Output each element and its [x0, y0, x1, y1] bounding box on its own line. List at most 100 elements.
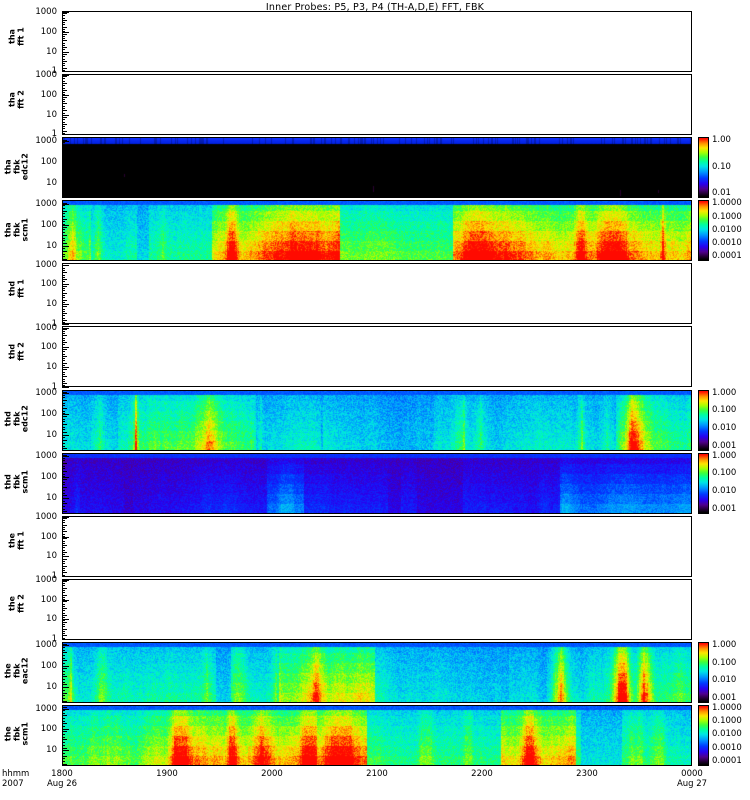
y-minor-tick [62, 290, 65, 291]
y-minor-tick [62, 615, 67, 616]
y-minor-tick [62, 413, 65, 414]
y-minor-tick [62, 536, 65, 537]
y-minor-tick [62, 31, 65, 32]
figure-title: Inner Probes: P5, P3, P4 (TH-A,D,E) FFT,… [265, 2, 485, 13]
y-minor-tick [62, 471, 67, 472]
y-minor-tick [62, 360, 65, 361]
y-minor-tick [62, 83, 67, 84]
y-minor-tick [62, 463, 67, 464]
colorbar-tick-label: 0.0100 [712, 729, 742, 740]
y-tick-label: 1 [51, 318, 57, 329]
y-tick-label: 1000 [35, 388, 57, 399]
y-minor-tick [62, 213, 65, 214]
y-minor-tick [62, 59, 65, 60]
y-minor-tick [62, 534, 65, 535]
y-major-tick [62, 246, 69, 247]
y-minor-tick [62, 122, 65, 123]
spectrogram-tha-fbk-scm1 [63, 201, 691, 261]
y-minor-tick [62, 191, 65, 192]
panel-the-fbk-eac12 [62, 641, 692, 703]
y-tick-label: 1000 [35, 703, 57, 714]
y-minor-tick [62, 224, 65, 225]
colorbar-thd-fbk-edc12 [698, 389, 709, 451]
y-tick-label: 100 [40, 408, 57, 419]
y-minor-tick [62, 644, 67, 645]
y-minor-tick [62, 117, 67, 118]
x-tick-label: 1800 Aug 26 [47, 769, 77, 789]
y-minor-tick [62, 718, 65, 719]
y-minor-tick [62, 309, 65, 310]
y-minor-tick [62, 550, 65, 551]
y-minor-tick [62, 56, 65, 57]
y-minor-tick [62, 527, 65, 528]
y-minor-tick [62, 682, 65, 683]
spectrogram-tha-fbk-edc12 [63, 138, 691, 198]
y-minor-tick [62, 306, 67, 307]
colorbar-tick-label: 1.000 [712, 450, 737, 461]
y-minor-tick [62, 174, 65, 175]
y-minor-tick [62, 432, 67, 433]
y-minor-tick [62, 695, 65, 696]
y-major-tick [62, 115, 69, 116]
y-minor-tick [62, 668, 67, 669]
y-minor-tick [62, 142, 65, 143]
y-minor-tick [62, 297, 65, 298]
y-minor-tick [62, 358, 65, 359]
y-minor-tick [62, 490, 65, 491]
y-tick-label: 100 [40, 156, 57, 167]
y-tick-label: 100 [40, 90, 57, 101]
y-minor-tick [62, 340, 65, 341]
y-major-tick [62, 600, 69, 601]
y-minor-tick [62, 182, 65, 183]
y-minor-tick [62, 320, 67, 321]
colorbar-tick-label: 0.001 [712, 692, 737, 703]
y-minor-tick [62, 381, 65, 382]
y-tick-label: 1 [51, 129, 57, 140]
spectrogram-the-fbk-scm1 [63, 705, 691, 765]
y-minor-tick [62, 498, 65, 499]
panel-thd-fft-1 [62, 263, 692, 325]
x-tick-time: 2300 [576, 769, 598, 779]
y-minor-tick [62, 288, 65, 289]
y-minor-tick [62, 279, 67, 280]
y-minor-tick [62, 153, 65, 154]
y-minor-tick [62, 493, 65, 494]
x-tick-time: 2200 [471, 769, 493, 779]
y-minor-tick [62, 610, 65, 611]
y-minor-tick [62, 126, 65, 127]
y-major-tick [62, 729, 69, 730]
y-minor-tick [62, 655, 65, 656]
y-minor-tick [62, 429, 65, 430]
y-minor-tick [62, 61, 67, 62]
panel-the-fft-2 [62, 578, 692, 640]
colorbar-tha-fbk-edc12 [698, 137, 709, 199]
y-minor-tick [62, 538, 67, 539]
y-minor-tick [62, 701, 67, 702]
y-minor-tick [62, 383, 67, 384]
x-tick-date: Aug 27 [676, 778, 708, 789]
y-minor-tick [62, 140, 67, 141]
y-minor-tick [62, 322, 65, 323]
y-minor-tick [62, 374, 65, 375]
y-minor-tick [62, 338, 65, 339]
y-minor-tick [62, 592, 65, 593]
y-major-tick [62, 580, 69, 581]
y-major-tick [62, 456, 69, 457]
y-minor-tick [62, 650, 65, 651]
y-minor-tick [62, 742, 65, 743]
y-minor-tick [62, 97, 67, 98]
panel-thd-fbk-edc12 [62, 389, 692, 451]
y-minor-tick [62, 76, 67, 77]
y-minor-tick [62, 476, 65, 477]
y-minor-tick [62, 110, 67, 111]
y-minor-tick [62, 363, 67, 364]
y-minor-tick [62, 166, 65, 167]
y-minor-tick [62, 419, 65, 420]
y-tick-label: 100 [40, 219, 57, 230]
y-minor-tick [62, 541, 65, 542]
y-minor-tick [62, 568, 65, 569]
y-minor-tick [62, 246, 65, 247]
y-minor-tick [62, 416, 67, 417]
y-minor-tick [62, 601, 67, 602]
y-minor-tick [62, 446, 65, 447]
